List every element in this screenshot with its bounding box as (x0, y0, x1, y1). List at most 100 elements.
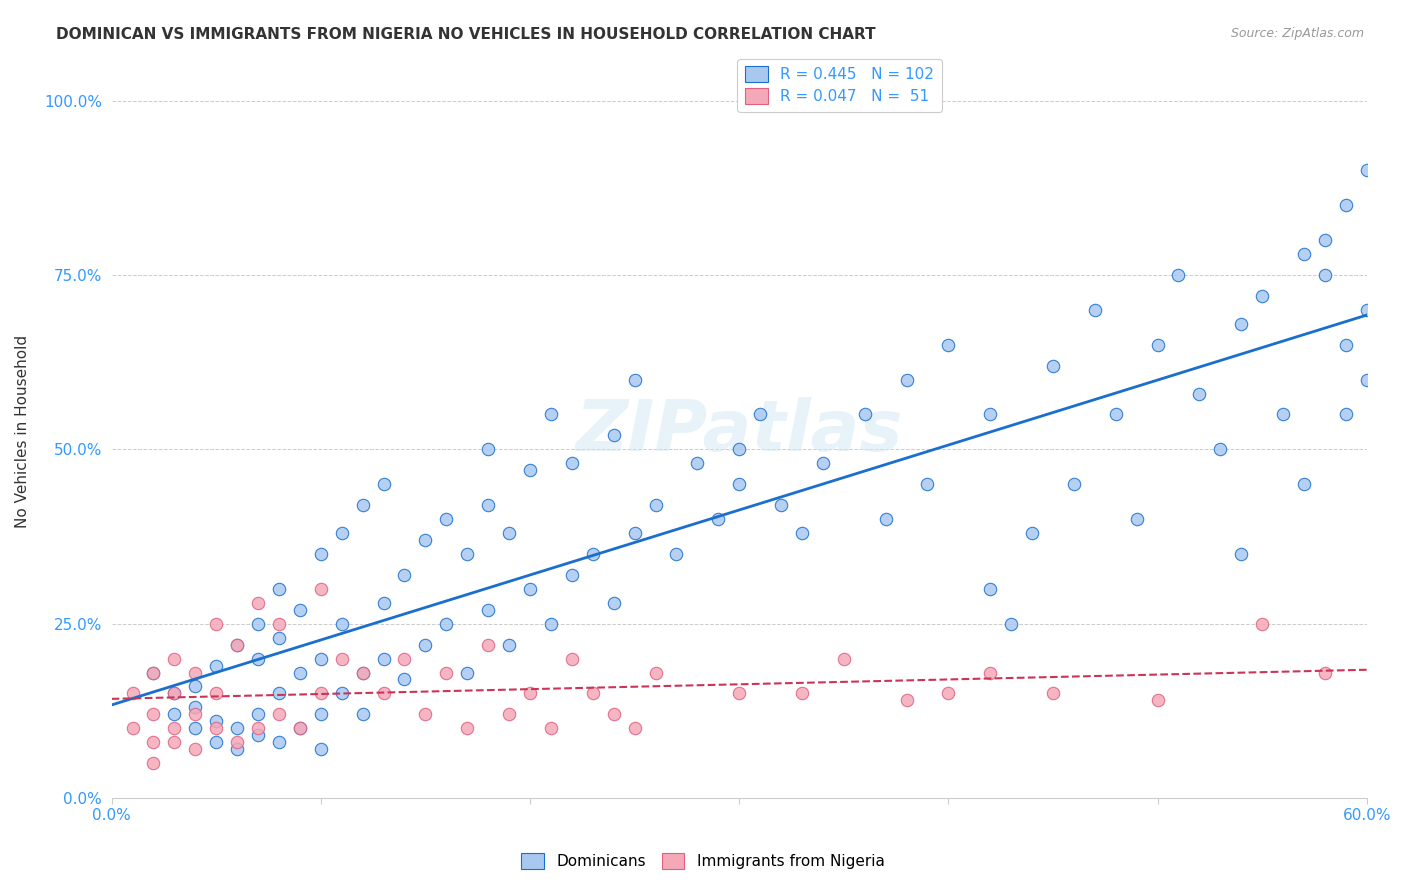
Point (247, 651, 270, 665)
Point (644, 498, 666, 512)
Point (434, 616, 457, 631)
Point (1188, 386, 1211, 401)
Point (309, 582, 332, 596)
Point (561, 651, 583, 665)
Point (226, 721, 249, 735)
Point (832, 651, 855, 665)
Point (875, 512, 897, 526)
Point (519, 686, 541, 700)
Legend: R = 0.445   N = 102, R = 0.047   N =  51: R = 0.445 N = 102, R = 0.047 N = 51 (737, 59, 942, 112)
Point (205, 714, 228, 729)
Point (1230, 317, 1253, 331)
Point (352, 707, 374, 722)
Point (267, 686, 290, 700)
Point (1355, 373, 1378, 387)
Point (184, 742, 207, 756)
Point (163, 735, 186, 749)
Point (1021, 526, 1043, 541)
Point (142, 735, 165, 749)
Legend: Dominicans, Immigrants from Nigeria: Dominicans, Immigrants from Nigeria (516, 847, 890, 875)
Point (330, 616, 353, 631)
Point (309, 651, 332, 665)
Point (540, 408, 562, 422)
Point (394, 673, 416, 687)
Point (582, 547, 605, 561)
Point (415, 707, 437, 722)
Point (728, 686, 751, 700)
Point (477, 442, 499, 457)
Point (415, 638, 437, 652)
Point (498, 526, 520, 541)
Point (749, 408, 772, 422)
Point (309, 742, 332, 756)
Point (602, 596, 624, 610)
Point (394, 651, 416, 665)
Point (1313, 665, 1336, 680)
Point (519, 582, 541, 596)
Point (267, 707, 290, 722)
Point (1292, 477, 1315, 491)
Point (352, 498, 374, 512)
Point (226, 638, 249, 652)
Point (247, 721, 270, 735)
Point (917, 477, 939, 491)
Point (477, 498, 499, 512)
Point (896, 693, 918, 707)
Point (373, 477, 395, 491)
Point (330, 686, 353, 700)
Point (811, 456, 834, 470)
Point (498, 638, 520, 652)
Point (602, 428, 624, 442)
Point (352, 665, 374, 680)
Point (330, 651, 353, 665)
Point (602, 707, 624, 722)
Point (267, 616, 290, 631)
Point (309, 707, 332, 722)
Point (184, 700, 207, 714)
Point (247, 596, 270, 610)
Point (728, 442, 751, 457)
Point (1272, 408, 1295, 422)
Point (1313, 233, 1336, 247)
Point (205, 721, 228, 735)
Point (853, 408, 876, 422)
Point (373, 596, 395, 610)
Point (1334, 198, 1357, 212)
Point (1209, 442, 1232, 457)
Point (979, 582, 1001, 596)
Point (394, 567, 416, 582)
Point (540, 721, 562, 735)
Point (267, 582, 290, 596)
Point (665, 547, 688, 561)
Point (415, 533, 437, 547)
Point (184, 707, 207, 722)
Point (477, 638, 499, 652)
Point (373, 651, 395, 665)
Point (540, 616, 562, 631)
Point (938, 686, 960, 700)
Point (477, 603, 499, 617)
Point (309, 547, 332, 561)
Point (142, 707, 165, 722)
Point (142, 756, 165, 771)
Text: ZIPatlas: ZIPatlas (575, 397, 903, 467)
Point (1084, 302, 1107, 317)
Point (623, 721, 645, 735)
Point (1230, 547, 1253, 561)
Point (623, 526, 645, 541)
Point (184, 665, 207, 680)
Point (582, 686, 605, 700)
Point (1292, 247, 1315, 261)
Point (456, 547, 478, 561)
Point (267, 631, 290, 645)
Point (456, 665, 478, 680)
Point (938, 337, 960, 351)
Point (142, 665, 165, 680)
Point (1334, 337, 1357, 351)
Point (1146, 337, 1168, 351)
Point (288, 603, 311, 617)
Point (769, 498, 792, 512)
Point (707, 512, 730, 526)
Point (623, 373, 645, 387)
Point (728, 477, 751, 491)
